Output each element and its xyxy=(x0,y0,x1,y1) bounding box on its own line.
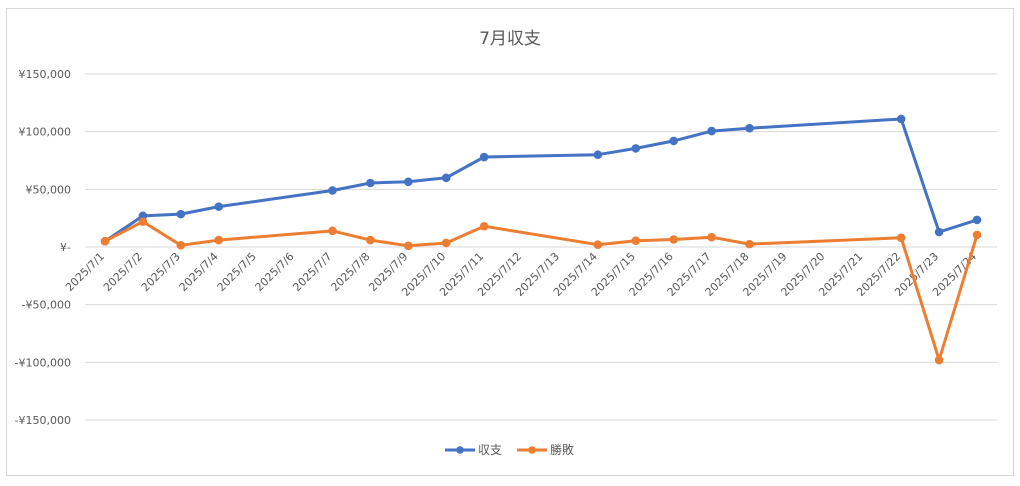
legend-marker xyxy=(456,446,464,454)
data-point xyxy=(934,355,944,365)
data-point xyxy=(745,123,754,133)
series-line-2 xyxy=(103,220,979,362)
x-tick-label: 2025/7/3 xyxy=(139,250,183,294)
data-point xyxy=(593,240,603,249)
series-lines xyxy=(100,114,982,365)
data-point xyxy=(479,221,489,231)
data-point xyxy=(328,186,337,195)
line-chart: 7月収支 ¥150,000 ¥100,000 ¥50,000 ¥- -¥50,000 -¥… xyxy=(15,29,997,457)
data-point xyxy=(138,217,148,226)
x-tick-label: 2025/7/2 xyxy=(101,250,145,294)
x-tick-label: 2025/7/6 xyxy=(253,250,297,294)
data-point xyxy=(631,236,641,245)
data-point xyxy=(366,235,375,245)
data-point xyxy=(366,178,375,188)
data-point xyxy=(972,215,982,225)
data-point xyxy=(896,233,906,243)
data-point xyxy=(707,232,716,242)
data-point xyxy=(100,236,110,246)
data-point xyxy=(593,150,603,160)
data-point xyxy=(441,238,451,248)
chart-area: 7月収支 ¥150,000 ¥100,000 ¥50,000 ¥- -¥50,000 -¥… xyxy=(6,8,1014,476)
data-point xyxy=(214,235,224,245)
y-tick-label: -¥150,000 xyxy=(15,414,71,427)
y-tick-label: -¥100,000 xyxy=(15,356,71,369)
data-point xyxy=(214,202,224,211)
data-point xyxy=(669,136,678,146)
x-tick-label: 2025/7/1 xyxy=(63,250,107,294)
data-point xyxy=(404,177,413,187)
y-tick-label: ¥- xyxy=(60,241,71,254)
data-point xyxy=(404,241,413,251)
data-point xyxy=(328,226,337,236)
data-point xyxy=(479,152,489,162)
x-tick-label: 2025/7/8 xyxy=(328,250,372,294)
y-tick-label: ¥150,000 xyxy=(19,68,72,81)
data-point xyxy=(896,114,906,124)
y-tick-label: ¥50,000 xyxy=(26,183,72,196)
data-point xyxy=(631,144,641,153)
y-axis-labels: ¥150,000 ¥100,000 ¥50,000 ¥- -¥50,000 -¥100,0… xyxy=(15,68,71,427)
data-point xyxy=(707,126,716,136)
data-point xyxy=(934,227,944,237)
data-point xyxy=(441,173,451,183)
chart-title: 7月収支 xyxy=(479,29,541,49)
series-line-1 xyxy=(103,117,979,243)
data-point xyxy=(669,235,678,244)
data-point xyxy=(972,230,982,240)
x-tick-label: 2025/7/7 xyxy=(290,250,334,294)
x-axis-labels: 2025/7/12025/7/22025/7/32025/7/42025/7/5… xyxy=(63,250,979,299)
x-tick-label: 2025/7/4 xyxy=(177,250,221,294)
legend-label: 勝敗 xyxy=(550,442,574,457)
legend: 収支 勝敗 xyxy=(445,442,574,457)
y-tick-label: ¥100,000 xyxy=(19,126,72,139)
data-point xyxy=(176,209,186,219)
data-point xyxy=(745,239,754,249)
data-point xyxy=(176,240,186,250)
legend-label: 収支 xyxy=(478,443,502,457)
legend-marker xyxy=(528,446,536,454)
y-tick-label: -¥50,000 xyxy=(22,299,71,312)
gridlines xyxy=(85,73,997,421)
x-tick-label: 2025/7/5 xyxy=(215,250,259,294)
